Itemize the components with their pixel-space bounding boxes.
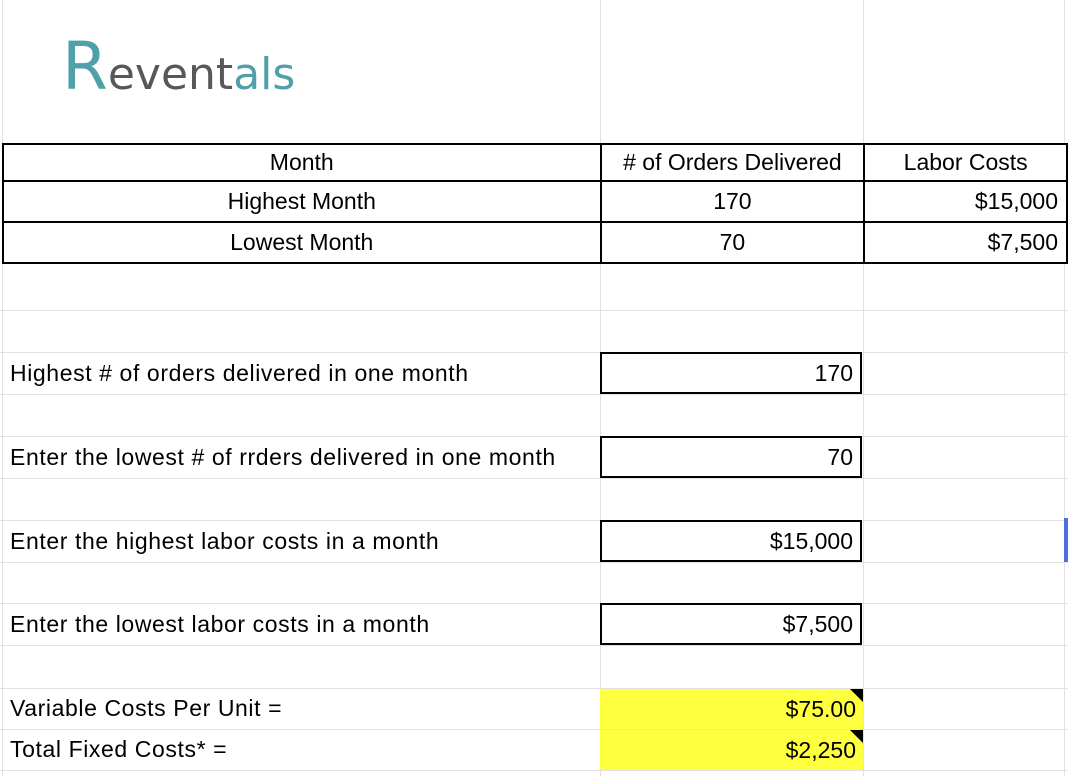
gridline — [0, 520, 1068, 521]
gridline — [1064, 0, 1065, 776]
result-variable-costs-per-unit[interactable]: $75.00 — [600, 689, 863, 729]
header-cell-month[interactable]: Month — [2, 143, 602, 182]
gridline — [863, 0, 864, 776]
gridline — [0, 352, 1068, 353]
input-highest-labor-costs[interactable]: $15,000 — [600, 520, 862, 562]
label-highest-orders: Highest # of orders delivered in one mon… — [10, 359, 469, 386]
cell-highest-orders[interactable]: 170 — [599, 180, 866, 223]
logo-segment-teal: als — [233, 49, 296, 100]
input-lowest-labor-costs[interactable]: $7,500 — [600, 603, 862, 645]
gridline — [0, 478, 1068, 479]
cell-lowest-labor[interactable]: $7,500 — [863, 221, 1068, 264]
gridline — [0, 688, 1068, 689]
label-highest-labor-costs: Enter the highest labor costs in a month — [10, 527, 440, 554]
gridline — [0, 394, 1068, 395]
logo-segment-gray: event — [107, 49, 234, 100]
result-value: $75.00 — [785, 695, 856, 722]
cell-highest-labor[interactable]: $15,000 — [863, 180, 1068, 223]
gridline — [0, 729, 1068, 730]
gridline — [0, 436, 1068, 437]
gridline — [0, 645, 1068, 646]
gridline — [0, 770, 1068, 771]
gridline — [0, 562, 1068, 563]
header-cell-orders[interactable]: # of Orders Delivered — [599, 143, 866, 182]
gridline — [2, 0, 3, 776]
gridline — [0, 310, 1068, 311]
summary-table: Month # of Orders Delivered Labor Costs … — [2, 143, 1068, 264]
reventals-logo: Reventals — [62, 34, 295, 100]
cell-highest-month-label[interactable]: Highest Month — [2, 180, 602, 223]
cell-lowest-month-label[interactable]: Lowest Month — [2, 221, 602, 264]
input-highest-orders[interactable]: 170 — [600, 352, 862, 394]
gridline — [0, 603, 1068, 604]
result-value: $2,250 — [785, 736, 856, 763]
table-row: Lowest Month 70 $7,500 — [2, 221, 1068, 264]
result-total-fixed-costs[interactable]: $2,250 — [600, 730, 863, 770]
label-variable-costs-per-unit: Variable Costs Per Unit = — [10, 695, 283, 721]
label-total-fixed-costs: Total Fixed Costs* = — [10, 736, 228, 762]
label-lowest-labor-costs: Enter the lowest labor costs in a month — [10, 610, 430, 637]
table-header-row: Month # of Orders Delivered Labor Costs — [2, 143, 1068, 182]
input-lowest-orders[interactable]: 70 — [600, 436, 862, 478]
header-cell-labor[interactable]: Labor Costs — [863, 143, 1068, 182]
logo-letter-r: R — [62, 28, 108, 105]
label-lowest-orders: Enter the lowest # of rrders delivered i… — [10, 443, 556, 470]
selection-border-fragment — [1064, 518, 1068, 562]
table-row: Highest Month 170 $15,000 — [2, 180, 1068, 223]
cell-lowest-orders[interactable]: 70 — [599, 221, 866, 264]
